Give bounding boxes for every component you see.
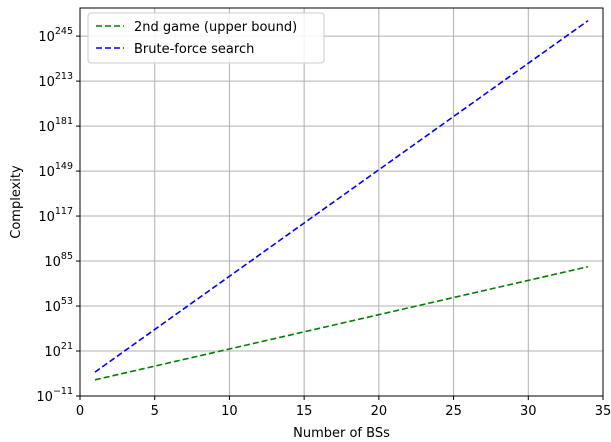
y-axis-label: Complexity (9, 165, 24, 239)
legend (87, 12, 325, 64)
y-tick-label: 10−11 (36, 386, 73, 405)
x-tick-label: 0 (76, 404, 84, 419)
x-tick-label: 35 (595, 404, 611, 419)
y-tick-label: 1053 (44, 296, 73, 315)
x-tick-label: 30 (520, 404, 537, 419)
x-tick-label: 10 (221, 404, 238, 419)
x-tick-label: 15 (296, 404, 313, 419)
series-line-1 (94, 265, 589, 381)
y-tick-label: 10181 (38, 116, 73, 135)
y-tick-label: 10245 (38, 26, 73, 45)
y-tick-label: 10213 (38, 71, 73, 90)
x-tick-label: 25 (445, 404, 462, 419)
x-tick-label: 5 (151, 404, 159, 419)
y-tick-label: 1021 (44, 341, 73, 360)
y-tick-label: 10149 (38, 161, 73, 180)
y-tick-label: 1085 (44, 251, 73, 270)
x-tick-label: 20 (371, 404, 388, 419)
legend-label-2: Brute-force search (134, 42, 254, 57)
legend-label-1: 2nd game (upper bound) (134, 20, 297, 35)
x-axis-label: Number of BSs (293, 426, 390, 441)
series-line-2 (94, 20, 589, 373)
axis-frame (79, 7, 604, 397)
y-tick-label: 10117 (38, 206, 73, 225)
